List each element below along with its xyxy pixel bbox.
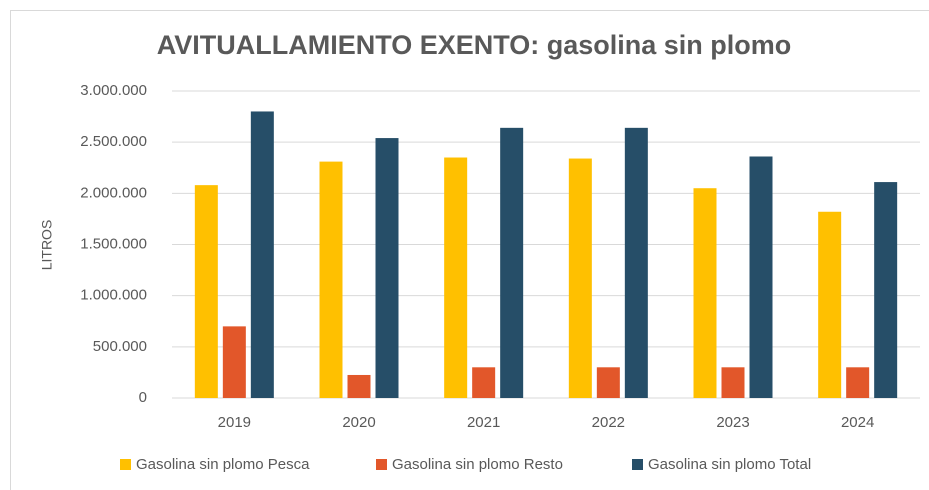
bar [444,157,468,398]
bar [624,127,648,398]
bar [846,367,870,398]
y-tick-label: 1.000.000 [80,287,147,304]
x-tick-label: 2021 [467,414,500,431]
bar [319,161,343,398]
y-tick-label: 2.500.000 [80,133,147,150]
legend-label: Gasolina sin plomo Resto [392,456,563,473]
legend-swatch [120,459,131,470]
y-tick-label: 3.000.000 [80,82,147,99]
y-tick-label: 500.000 [93,338,147,355]
chart-title: AVITUALLAMIENTO EXENTO: gasolina sin plo… [157,30,792,60]
x-tick-label: 2020 [342,414,375,431]
legend-label: Gasolina sin plomo Total [648,456,811,473]
bar [375,138,399,398]
bar [500,127,524,398]
bar [721,367,745,398]
bar [749,156,773,398]
legend-swatch [632,459,643,470]
y-axis-label: LITROS [39,220,55,271]
y-tick-label: 2.000.000 [80,184,147,201]
bar [596,367,620,398]
y-tick-label: 0 [139,389,147,406]
x-tick-label: 2024 [841,414,874,431]
bar [347,374,371,398]
legend-swatch [376,459,387,470]
bar [472,367,496,398]
bar [818,211,842,398]
bar [250,111,274,398]
bar [194,185,218,398]
bar [568,158,592,398]
x-tick-label: 2023 [716,414,749,431]
bar [693,188,717,398]
chart-frame [10,10,929,490]
legend-label: Gasolina sin plomo Pesca [136,456,310,473]
x-tick-label: 2022 [592,414,625,431]
bar [222,326,246,398]
x-tick-label: 2019 [218,414,251,431]
bar [874,182,898,398]
y-tick-label: 1.500.000 [80,235,147,252]
